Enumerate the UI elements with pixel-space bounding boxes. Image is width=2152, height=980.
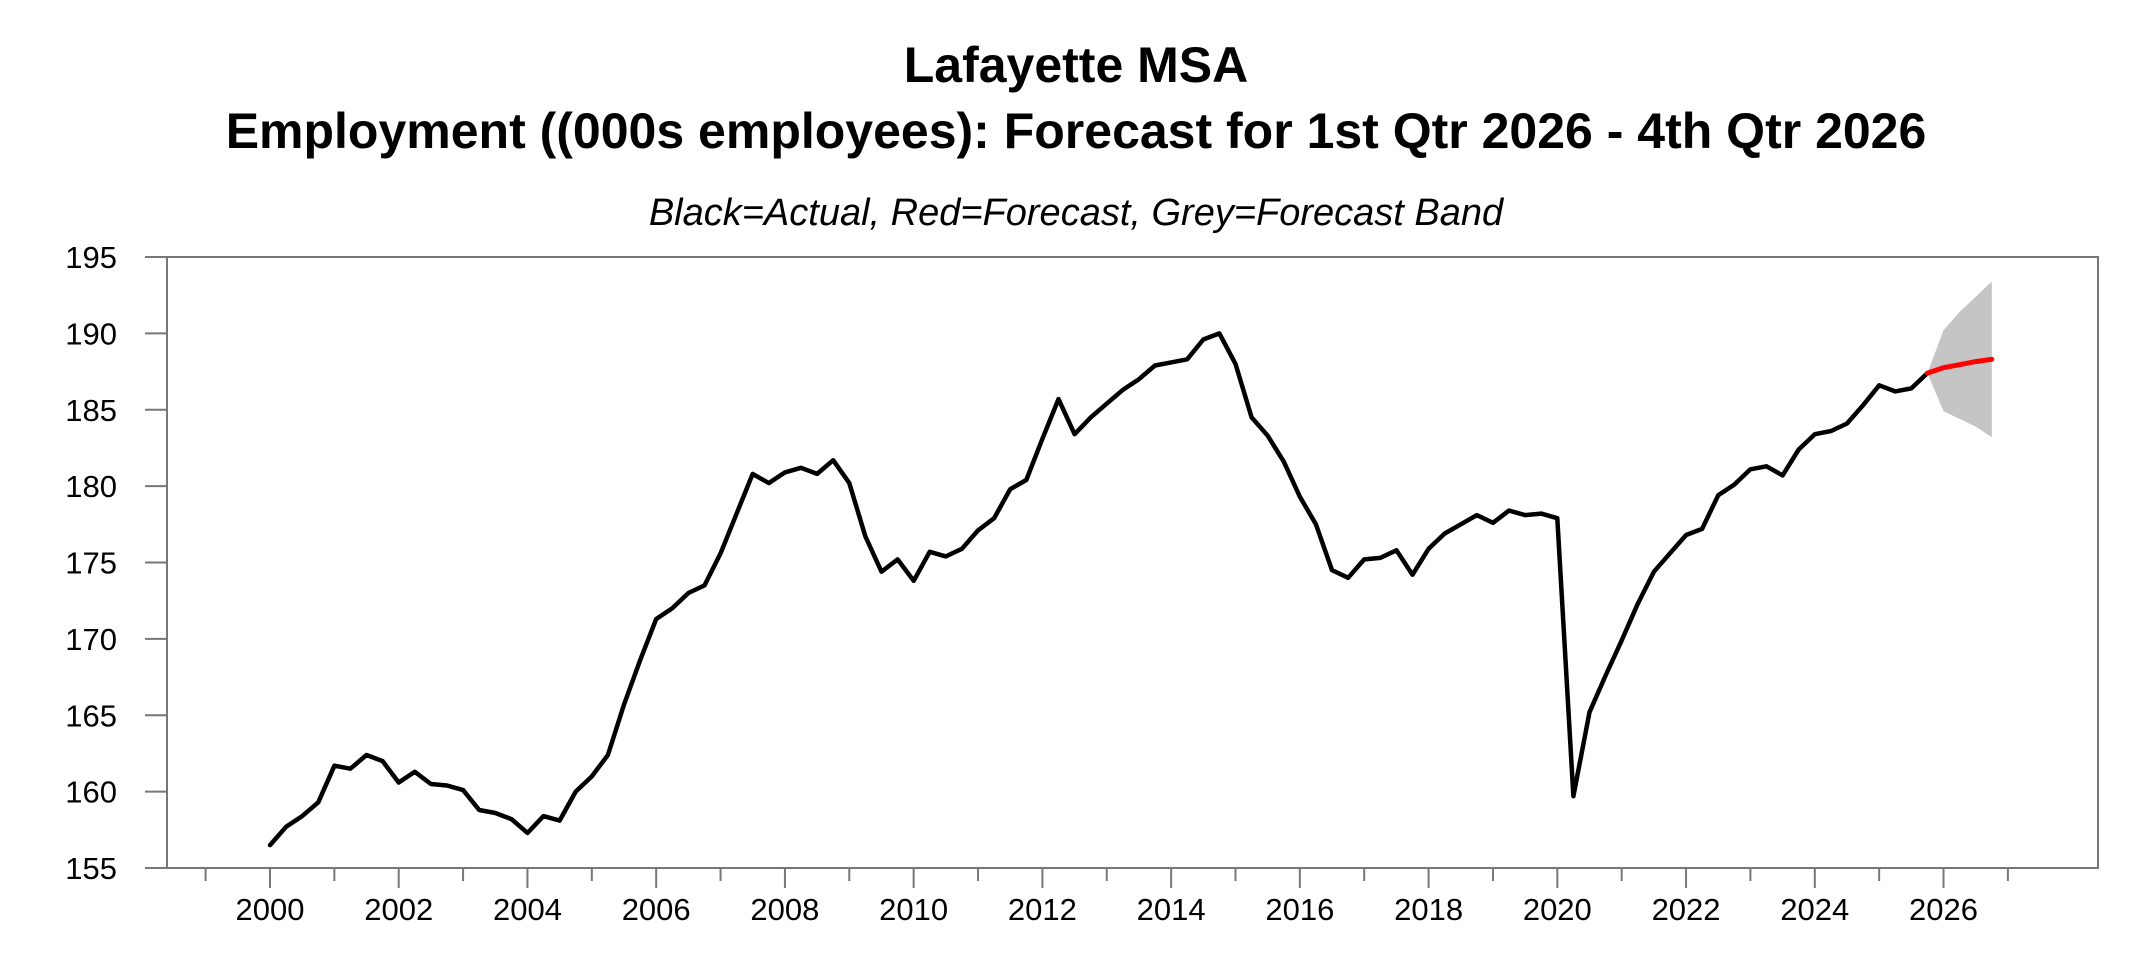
x-axis-tick-label: 2014 (1137, 892, 1206, 927)
y-axis-tick-label: 165 (65, 698, 117, 733)
x-axis-tick-label: 2024 (1780, 892, 1849, 927)
actual-series-line (267, 331, 1930, 848)
forecast-series-line (1924, 356, 1995, 376)
x-axis-tick-label: 2000 (236, 892, 305, 927)
plot-border-box (166, 256, 2099, 869)
y-axis-tick-label: 170 (65, 622, 117, 657)
x-axis-tick-label: 2012 (1008, 892, 1077, 927)
x-axis-tick-label: 2010 (879, 892, 948, 927)
y-axis-tick-label: 190 (65, 316, 117, 351)
y-axis-tick-label: 180 (65, 469, 117, 504)
chart-title-line2: Employment ((000s employees): Forecast f… (225, 103, 1927, 159)
y-axis-tick-label: 195 (65, 240, 117, 275)
y-axis-tick-label: 175 (65, 546, 117, 581)
x-axis-tick-label: 2002 (364, 892, 433, 927)
x-axis-tick-label: 2026 (1909, 892, 1978, 927)
x-axis-tick-label: 2008 (750, 892, 819, 927)
x-axis-tick-label: 2018 (1394, 892, 1463, 927)
x-axis-tick-label: 2016 (1265, 892, 1334, 927)
x-axis-tick-label: 2020 (1523, 892, 1592, 927)
y-axis-tick-label: 185 (65, 393, 117, 428)
x-axis-tick-label: 2022 (1652, 892, 1721, 927)
x-axis-tick-label: 2004 (493, 892, 562, 927)
forecast-band-area (1927, 281, 1992, 438)
y-axis-tick-label: 160 (65, 775, 117, 810)
chart-title: Lafayette MSA Employment ((000s employee… (0, 32, 2152, 164)
y-axis-tick-label: 155 (65, 851, 117, 886)
x-axis-tick-label: 2006 (622, 892, 691, 927)
legend-subtitle: Black=Actual, Red=Forecast, Grey=Forecas… (648, 192, 1504, 234)
chart-title-line1: Lafayette MSA (903, 37, 1249, 93)
